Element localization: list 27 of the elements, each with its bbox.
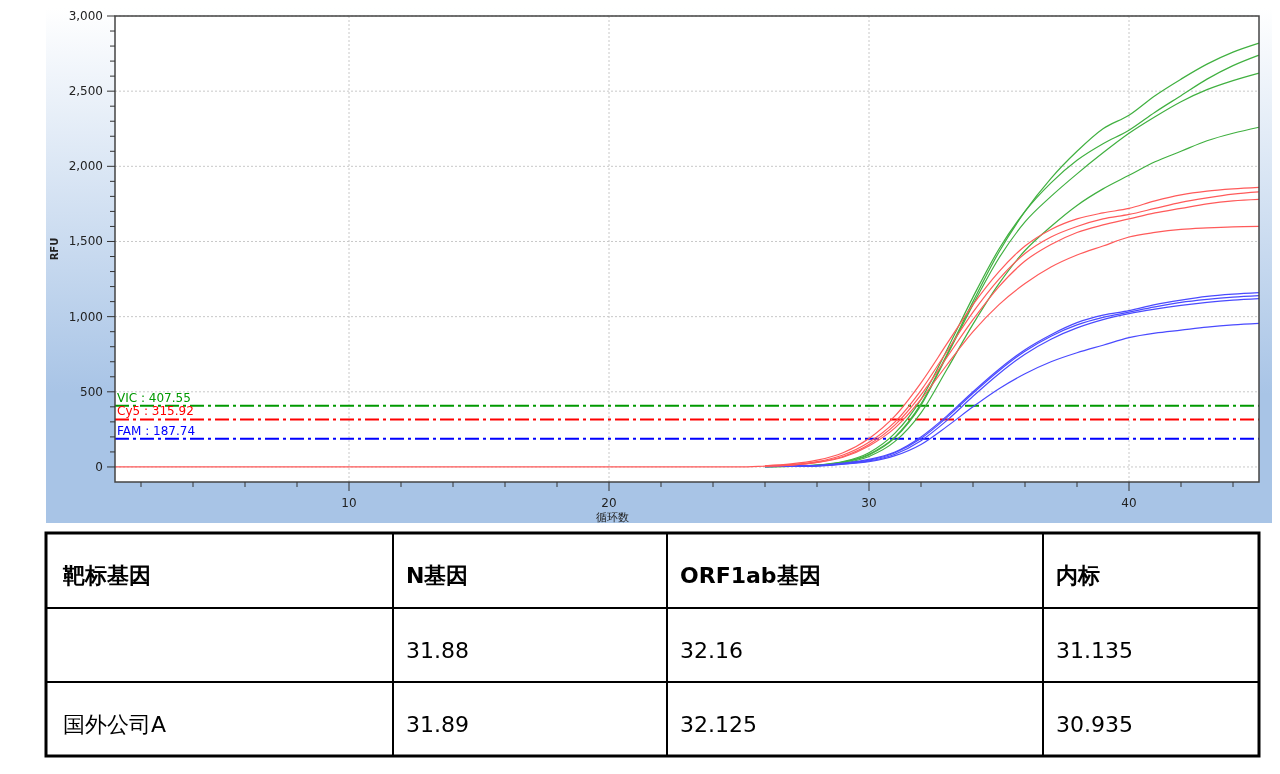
x-tick-label: N基因 <box>406 563 469 588</box>
x-tick-label: 10 <box>341 496 357 510</box>
y-tick-label: 1,500 <box>68 234 103 249</box>
y-tick-label: 500 <box>80 384 103 399</box>
data-label: 31.88 <box>406 638 469 663</box>
x-tick-label: 30 <box>861 496 877 510</box>
ref-line-label: FAM : 187.74 <box>117 423 196 438</box>
y-tick-label: 3,000 <box>68 9 103 23</box>
data-label: 30.935 <box>1056 712 1133 737</box>
y-axis-title: RFU <box>49 237 60 261</box>
y-tick-label: 2,500 <box>68 84 103 99</box>
y-tick-label: 1,000 <box>68 309 103 324</box>
y-tick-label: 国外公司A <box>63 712 167 737</box>
ref-line-label: VIC : 407.55 <box>117 390 191 405</box>
x-tick-label: 20 <box>601 496 617 510</box>
data-label: 32.16 <box>680 638 743 663</box>
y-tick-label: 0 <box>95 459 103 474</box>
ref-line-label: Cy5 : 315.92 <box>117 404 194 419</box>
x-tick-label: ORF1ab基因 <box>680 563 821 588</box>
y-axis-title: 靶标基因 <box>62 563 151 588</box>
y-tick-label: 2,000 <box>68 159 103 174</box>
x-tick-label: 内标 <box>1056 563 1100 588</box>
x-axis-title: 循环数 <box>595 511 629 524</box>
x-tick-label: 40 <box>1121 496 1137 510</box>
data-label: 32.125 <box>680 712 757 737</box>
data-label: 31.89 <box>406 712 469 737</box>
data-label: 31.135 <box>1056 638 1133 663</box>
